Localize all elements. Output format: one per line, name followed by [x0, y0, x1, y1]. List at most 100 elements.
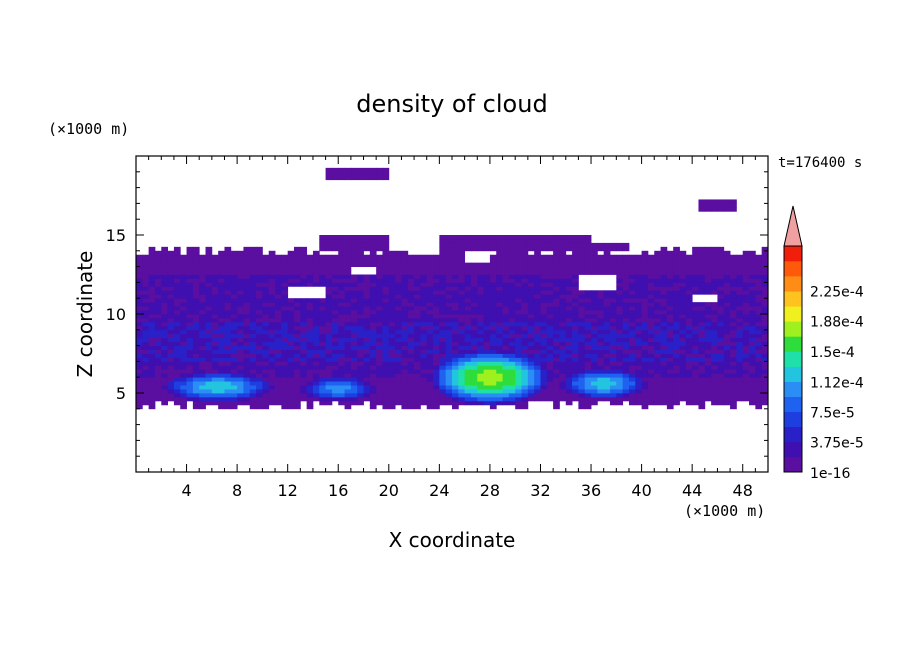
- field-cell: [249, 274, 257, 279]
- field-cell: [192, 278, 200, 283]
- field-cell: [603, 321, 611, 327]
- field-cell: [218, 294, 225, 299]
- field-cell: [717, 317, 725, 323]
- field-cell: [294, 325, 301, 331]
- field-cell: [717, 294, 725, 299]
- field-cell: [603, 341, 611, 346]
- field-cell: [344, 235, 352, 240]
- field-cell: [218, 266, 225, 271]
- field-cell: [559, 381, 567, 386]
- field-cell: [673, 310, 680, 315]
- field-cell: [540, 357, 548, 362]
- field-cell: [749, 389, 756, 394]
- field-cell: [237, 396, 244, 402]
- field-cell: [237, 349, 244, 354]
- field-cell: [565, 369, 573, 374]
- x-tick-label: 32: [530, 481, 550, 500]
- field-cell: [350, 317, 358, 323]
- field-cell: [230, 389, 238, 394]
- field-cell: [736, 314, 744, 319]
- colorbar-label: 1.5e-4: [810, 345, 855, 361]
- field-cell: [553, 290, 560, 295]
- colorbar-segment: [784, 246, 802, 262]
- field-cell: [603, 254, 611, 260]
- field-cell: [350, 325, 358, 331]
- field-cell: [628, 345, 636, 350]
- field-cell: [546, 349, 554, 354]
- field-cell: [211, 254, 219, 260]
- field-cell: [742, 314, 750, 319]
- field-cell: [388, 361, 396, 366]
- field-cell: [161, 341, 168, 346]
- field-cell: [565, 341, 573, 346]
- field-cell: [180, 404, 187, 410]
- field-cell: [742, 290, 750, 295]
- field-cell: [376, 171, 383, 177]
- field-cell: [666, 329, 674, 335]
- field-cell: [749, 357, 756, 362]
- field-cell: [761, 373, 769, 378]
- field-cell: [148, 298, 156, 303]
- field-cell: [508, 258, 516, 264]
- field-cell: [591, 310, 598, 315]
- field-cell: [319, 317, 326, 323]
- field-cell: [224, 353, 232, 358]
- field-cell: [205, 377, 213, 382]
- field-cell: [136, 278, 143, 283]
- field-cell: [584, 345, 592, 350]
- field-cell: [622, 310, 630, 315]
- field-cell: [173, 294, 181, 299]
- field-cell: [319, 235, 326, 240]
- field-cell: [237, 298, 244, 303]
- field-cell: [167, 369, 175, 374]
- field-cell: [559, 325, 567, 331]
- field-cell: [395, 262, 402, 267]
- field-cell: [161, 266, 168, 271]
- field-cell: [439, 361, 447, 366]
- field-cell: [211, 286, 219, 291]
- field-cell: [344, 310, 352, 315]
- field-cell: [521, 357, 529, 362]
- field-cell: [527, 349, 535, 354]
- field-cell: [730, 310, 737, 315]
- field-cell: [553, 357, 560, 362]
- field-cell: [237, 357, 244, 362]
- field-cell: [628, 357, 636, 362]
- field-cell: [717, 282, 725, 287]
- field-cell: [249, 357, 257, 362]
- field-cell: [464, 282, 472, 287]
- field-cell: [622, 302, 630, 307]
- field-cell: [666, 314, 674, 319]
- field-cell: [199, 353, 206, 358]
- field-cell: [616, 353, 624, 358]
- field-cell: [521, 254, 529, 260]
- field-cell: [654, 341, 661, 346]
- field-cell: [136, 365, 143, 370]
- field-cell: [591, 250, 598, 256]
- field-cell: [755, 266, 763, 271]
- field-cell: [136, 349, 143, 354]
- field-cell: [433, 341, 440, 346]
- field-cell: [154, 306, 162, 311]
- field-cell: [344, 290, 352, 295]
- field-cell: [262, 282, 270, 287]
- field-cell: [610, 333, 617, 339]
- field-cell: [376, 373, 383, 378]
- field-cell: [477, 337, 484, 343]
- field-cell: [414, 337, 421, 343]
- field-cell: [527, 306, 535, 311]
- field-cell: [717, 396, 725, 402]
- field-cell: [534, 286, 541, 291]
- field-cell: [534, 250, 541, 256]
- field-cell: [376, 238, 383, 244]
- field-cell: [584, 357, 592, 362]
- field-cell: [483, 400, 491, 406]
- field-cell: [142, 306, 150, 311]
- field-cell: [414, 306, 421, 311]
- field-cell: [616, 317, 624, 323]
- field-cell: [376, 306, 383, 311]
- field-cell: [376, 357, 383, 362]
- field-cell: [148, 278, 156, 283]
- field-cell: [534, 333, 541, 339]
- field-cell: [262, 321, 270, 327]
